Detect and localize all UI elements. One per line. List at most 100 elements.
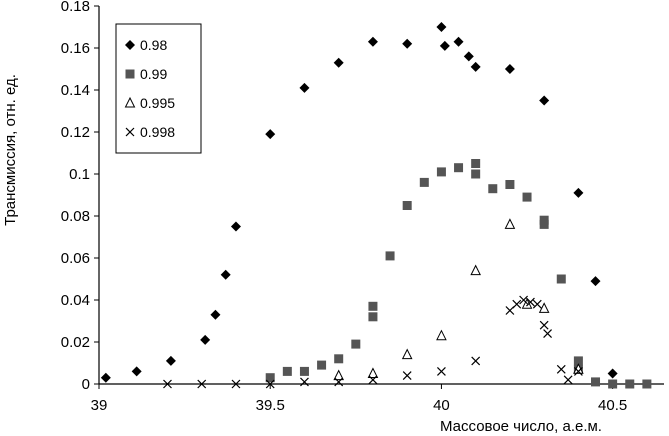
- data-point: [419, 177, 429, 187]
- data-point: [504, 218, 516, 229]
- data-point: [556, 274, 566, 284]
- data-point: [539, 95, 550, 106]
- data-point: [210, 309, 221, 320]
- data-point: [607, 368, 618, 379]
- data-point: [512, 299, 522, 309]
- data-point: [368, 375, 378, 385]
- data-point: [334, 377, 344, 387]
- data-point: [573, 366, 583, 376]
- series-0.998: [163, 295, 583, 389]
- legend-items: 0.98 0.99 0.995 0.998: [124, 37, 175, 140]
- data-point: [543, 329, 553, 339]
- data-point: [526, 297, 535, 307]
- data-point: [563, 375, 573, 385]
- y-tick-label: 0.04: [61, 292, 90, 309]
- data-point: [488, 184, 498, 194]
- data-point: [539, 219, 549, 229]
- data-point: [436, 167, 446, 177]
- data-point: [471, 356, 481, 366]
- data-point: [522, 192, 532, 202]
- data-point: [299, 82, 310, 93]
- data-point: [470, 264, 481, 276]
- data-point: [454, 163, 464, 173]
- data-point: [625, 379, 635, 389]
- data-point: [333, 369, 345, 381]
- legend-marker-0.98: [125, 40, 135, 50]
- y-tick-label: 0.12: [61, 124, 90, 141]
- data-point: [282, 366, 292, 376]
- data-point: [538, 302, 550, 313]
- legend-marker-0.995: [124, 96, 136, 108]
- data-point: [367, 367, 379, 378]
- y-tick-label: 0.06: [61, 250, 90, 267]
- data-point: [505, 180, 515, 189]
- data-point: [334, 354, 344, 364]
- data-point: [265, 379, 275, 389]
- data-point: [590, 276, 601, 287]
- data-point: [471, 159, 481, 168]
- data-point: [436, 366, 446, 376]
- y-axis-ticks: 0 0.02 0.04 0.06 0.08 0.1 0.12 0.14 0.16 0.18: [61, 0, 99, 393]
- data-point: [608, 379, 618, 389]
- legend-label: 0.995: [140, 95, 175, 111]
- data-point: [317, 360, 327, 370]
- data-point: [402, 371, 412, 381]
- legend-label: 0.998: [140, 124, 175, 140]
- data-point: [591, 377, 601, 387]
- series-0.99: [265, 159, 652, 389]
- legend-marker-0.99: [125, 69, 135, 79]
- data-point: [220, 269, 231, 280]
- data-point: [131, 366, 142, 377]
- data-point: [333, 57, 344, 68]
- series-0.98: [100, 22, 618, 383]
- x-tick-label: 39.5: [256, 397, 285, 414]
- legend-label: 0.99: [140, 66, 167, 82]
- data-point: [368, 312, 378, 322]
- legend-marker-0.998: [125, 127, 135, 137]
- data-point: [299, 366, 309, 376]
- data-point: [402, 201, 412, 210]
- data-point: [519, 295, 529, 305]
- x-axis-label: Массовое число, а.е.м.: [440, 418, 602, 435]
- y-axis-label: Трансмиссия, отн. ед.: [2, 74, 19, 226]
- data-point: [163, 379, 172, 389]
- data-point: [100, 372, 111, 383]
- legend-label: 0.98: [140, 37, 167, 53]
- data-point: [504, 64, 515, 74]
- plot-area: [98, 6, 664, 385]
- y-tick-label: 0.14: [61, 82, 90, 99]
- data-point: [436, 329, 447, 341]
- data-point: [539, 320, 549, 330]
- y-tick-label: 0.18: [61, 0, 90, 15]
- x-axis-ticks: 39 39.5 40 40.5: [91, 384, 627, 414]
- data-point: [642, 379, 652, 389]
- data-point: [230, 221, 241, 232]
- data-point: [439, 40, 450, 51]
- data-point: [402, 38, 413, 49]
- x-tick-label: 40: [433, 397, 450, 414]
- y-tick-label: 0.02: [61, 334, 90, 351]
- legend: 0.98 0.99 0.995 0.998: [115, 23, 202, 154]
- data-point: [368, 301, 378, 311]
- y-tick-label: 0.08: [61, 208, 90, 225]
- y-tick-label: 0.1: [69, 166, 90, 183]
- y-tick-label: 0: [82, 376, 90, 393]
- data-point: [265, 373, 275, 383]
- data-point: [200, 334, 211, 345]
- data-point: [265, 129, 276, 140]
- data-point: [385, 251, 395, 261]
- data-point: [573, 356, 583, 366]
- x-tick-label: 40.5: [598, 397, 627, 414]
- data-point: [367, 36, 378, 47]
- data-point: [471, 169, 481, 179]
- data-point: [436, 22, 447, 32]
- data-point: [470, 61, 481, 72]
- data-point: [453, 36, 464, 47]
- data-point: [351, 339, 361, 349]
- y-tick-label: 0.16: [61, 40, 90, 57]
- data-point: [573, 187, 584, 198]
- data-point: [197, 379, 207, 389]
- x-tick-label: 39: [91, 397, 108, 414]
- data-point: [556, 364, 566, 374]
